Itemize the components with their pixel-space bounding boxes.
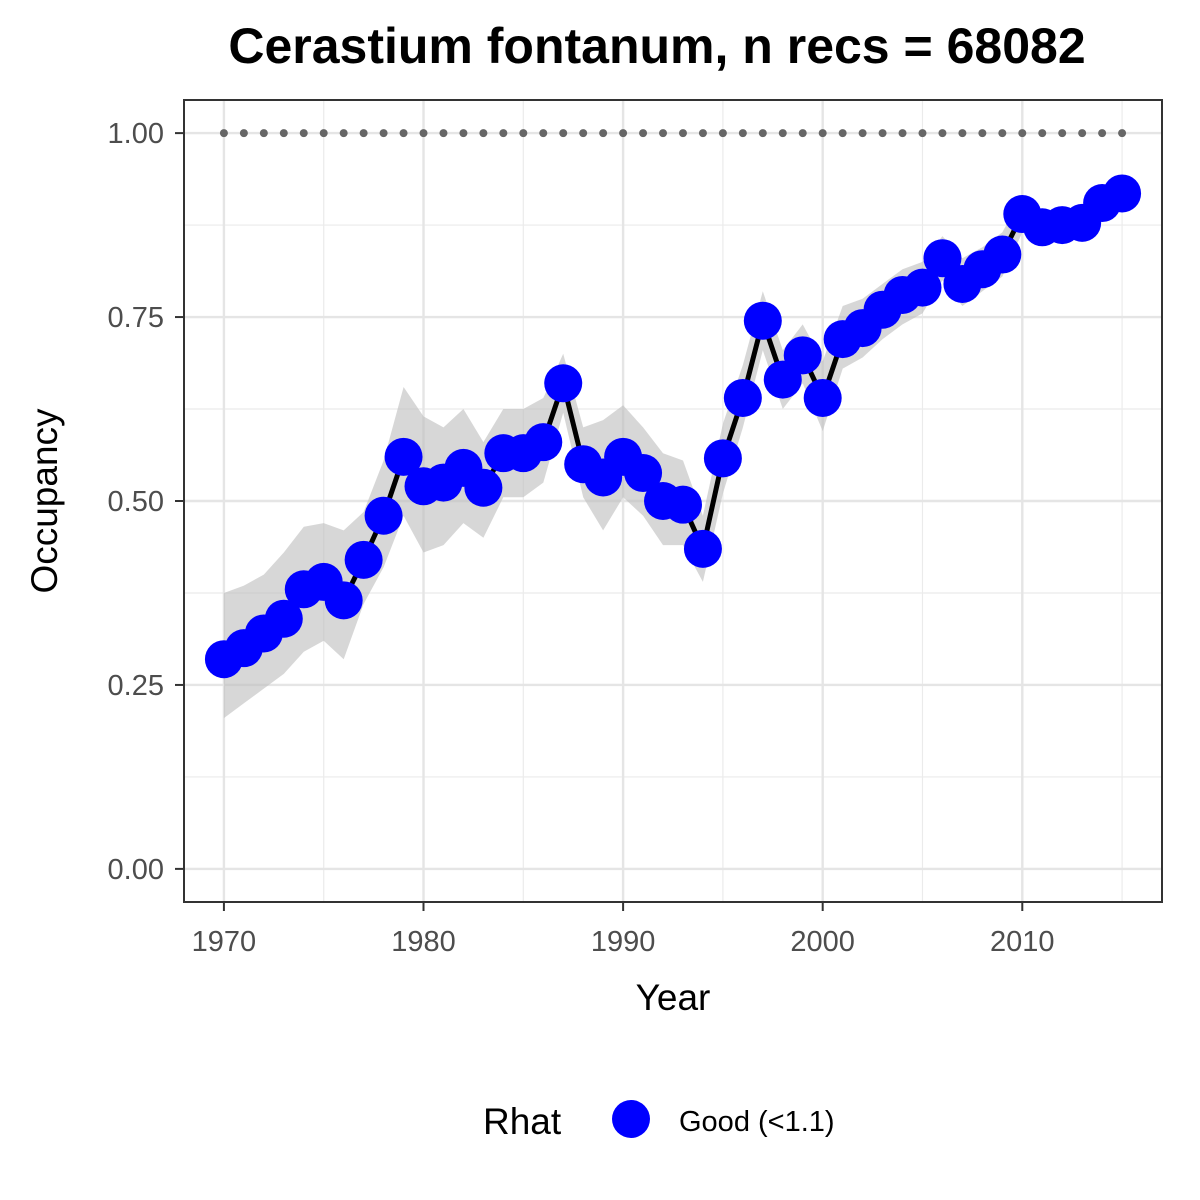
reference-dot (818, 129, 827, 138)
reference-dot (479, 129, 488, 138)
data-point (923, 239, 962, 278)
chart-title: Cerastium fontanum, n recs = 68082 (228, 18, 1085, 74)
reference-dot (1018, 129, 1027, 138)
data-point (464, 468, 503, 507)
reference-dot (838, 129, 847, 138)
data-point (803, 378, 842, 417)
legend-title: Rhat (483, 1101, 562, 1142)
data-point (524, 423, 563, 462)
data-point (1103, 174, 1142, 213)
x-axis-title: Year (636, 977, 711, 1018)
y-tick-label: 1.00 (108, 118, 164, 150)
reference-dot (619, 129, 628, 138)
reference-dot (659, 129, 668, 138)
y-tick-label: 0.50 (108, 486, 164, 518)
x-tick-label: 1970 (192, 926, 257, 958)
reference-dot (1038, 129, 1047, 138)
reference-dot (419, 129, 428, 138)
reference-dot (698, 129, 707, 138)
data-point (663, 485, 702, 524)
reference-dot (379, 129, 388, 138)
data-point (743, 301, 782, 340)
data-point (324, 581, 363, 620)
reference-dot (978, 129, 987, 138)
reference-dot (219, 129, 228, 138)
data-point (683, 529, 722, 568)
data-point (703, 439, 742, 478)
reference-dot (459, 129, 468, 138)
reference-dot (539, 129, 548, 138)
legend-key-good (612, 1100, 650, 1138)
reference-dot (559, 129, 568, 138)
reference-dot (339, 129, 348, 138)
reference-dot (399, 129, 408, 138)
reference-dot (239, 129, 248, 138)
reference-dot (439, 129, 448, 138)
x-tick-label: 1980 (391, 926, 456, 958)
data-point (264, 599, 303, 638)
y-axis-ticks: 0.00 0.25 0.50 0.75 1.00 (108, 118, 184, 886)
reference-dot (958, 129, 967, 138)
x-axis-ticks: 1970 1980 1990 2000 2010 (192, 902, 1055, 958)
data-point (983, 235, 1022, 274)
x-tick-label: 2000 (790, 926, 855, 958)
data-point (344, 540, 383, 579)
reference-dot (1098, 129, 1107, 138)
y-axis-title: Occupancy (24, 408, 65, 594)
legend: Rhat Good (<1.1) (483, 1100, 835, 1142)
reference-dot (738, 129, 747, 138)
reference-dot (519, 129, 528, 138)
reference-dot (579, 129, 588, 138)
reference-dot (758, 129, 767, 138)
data-point (384, 437, 423, 476)
legend-label-good: Good (<1.1) (679, 1106, 835, 1138)
data-point (544, 364, 583, 403)
reference-dot (299, 129, 308, 138)
reference-dot (798, 129, 807, 138)
reference-dot (878, 129, 887, 138)
x-tick-label: 2010 (990, 926, 1055, 958)
data-point (723, 378, 762, 417)
reference-dot (259, 129, 268, 138)
reference-dot (639, 129, 648, 138)
reference-dot (678, 129, 687, 138)
reference-dot (319, 129, 328, 138)
data-point (783, 336, 822, 375)
reference-dot (599, 129, 608, 138)
reference-dot (499, 129, 508, 138)
reference-dot (938, 129, 947, 138)
reference-dot (778, 129, 787, 138)
reference-dot (718, 129, 727, 138)
data-point (624, 454, 663, 493)
reference-dot (1078, 129, 1087, 138)
reference-dot (898, 129, 907, 138)
reference-dot (918, 129, 927, 138)
y-tick-label: 0.25 (108, 670, 164, 702)
reference-dot (858, 129, 867, 138)
reference-dot (998, 129, 1007, 138)
x-tick-label: 1990 (591, 926, 656, 958)
data-point (364, 496, 403, 535)
reference-dot (279, 129, 288, 138)
y-tick-label: 0.75 (108, 302, 164, 334)
data-points (204, 174, 1142, 679)
reference-dot (1118, 129, 1127, 138)
reference-line-layer (219, 129, 1127, 138)
data-point (903, 268, 942, 307)
reference-dot (1058, 129, 1067, 138)
reference-dot (359, 129, 368, 138)
y-tick-label: 0.00 (108, 854, 164, 886)
